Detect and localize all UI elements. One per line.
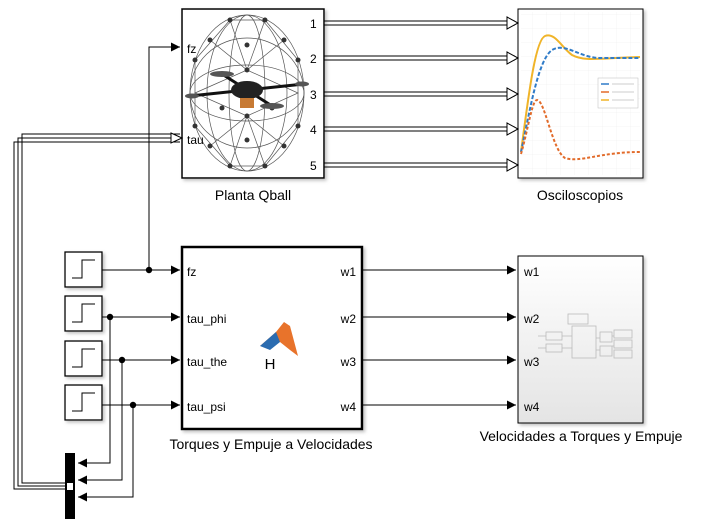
subsys-input-w4: w4: [523, 400, 540, 414]
qball-output-5: 5: [310, 159, 317, 173]
qball-output-4: 4: [310, 123, 317, 137]
step-source-1[interactable]: [64, 251, 103, 288]
qball-output-1: 1: [310, 17, 317, 31]
subsys-input-w3: w3: [523, 355, 540, 369]
scope-plot-icon: [520, 34, 641, 161]
planta-qball-block[interactable]: fz tau 1 2 3 4 5: [181, 8, 325, 179]
fcn-input-tau-the: tau_the: [187, 355, 227, 369]
fcn-output-w3: w3: [340, 355, 357, 369]
subsys-input-w1: w1: [523, 265, 540, 279]
torques-empuje-function-block[interactable]: fz tau_phi tau_the tau_psi w1 w2 w3 w4 H: [180, 245, 364, 431]
step-source-3[interactable]: [64, 340, 103, 377]
fcn-input-tau-phi: tau_phi: [187, 312, 226, 326]
velocidades-label: Velocidades a Torques y Empuje: [480, 428, 683, 444]
fcn-to-subsys-lines: [362, 265, 516, 410]
osciloscopios-block[interactable]: [517, 8, 644, 179]
fcn-output-w1: w1: [340, 265, 357, 279]
qball-cage-nodes: [192, 17, 301, 169]
step-source-2[interactable]: [64, 295, 103, 332]
qball-input-fz: fz: [187, 42, 196, 56]
subsystem-preview-icon: [538, 313, 633, 359]
quadrotor-icon: [185, 71, 309, 109]
fcn-input-tau-psi: tau_psi: [187, 400, 226, 414]
velocidades-subsystem-block[interactable]: w1 w2 w3 w4: [517, 255, 644, 424]
step-source-4[interactable]: [64, 384, 103, 421]
fcn-input-fz: fz: [187, 265, 196, 279]
qball-output-3: 3: [310, 88, 317, 102]
step-sources: [64, 251, 103, 421]
fcn-icon-text: H: [265, 356, 276, 373]
mux-to-qball-bus: [13, 132, 184, 490]
step-to-fcn-lines: [78, 42, 180, 502]
osciloscopios-label: Osciloscopios: [537, 187, 623, 203]
torques-empuje-label: Torques y Empuje a Velocidades: [169, 436, 372, 452]
qball-output-2: 2: [310, 52, 317, 66]
mux-block[interactable]: [65, 453, 75, 519]
matlab-logo-icon: [260, 322, 298, 356]
fcn-output-w2: w2: [340, 312, 357, 326]
subsys-input-w2: w2: [523, 312, 540, 326]
planta-qball-label: Planta Qball: [215, 187, 291, 203]
qball-input-tau: tau: [187, 133, 204, 147]
qball-to-scope-buses: [324, 16, 520, 172]
fcn-output-w4: w4: [340, 400, 357, 414]
